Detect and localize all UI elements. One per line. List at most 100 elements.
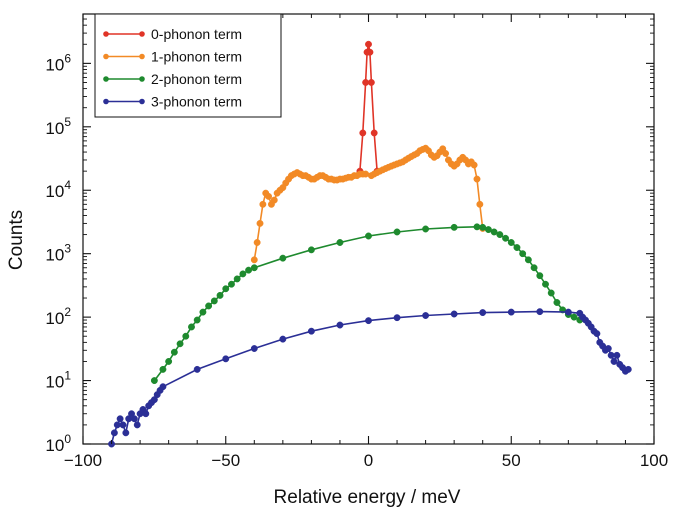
data-point — [479, 309, 487, 317]
data-point — [256, 219, 264, 227]
axes-layer: −100 −50 0 50 100 100 101 102 103 104 105 106 — [45, 13, 668, 470]
legend: 0-phonon term 1-phonon term 2-phonon term 3… — [94, 13, 282, 118]
data-point — [365, 317, 372, 325]
data-point — [130, 415, 138, 423]
series-layer — [108, 40, 632, 448]
data-point — [624, 365, 632, 373]
data-point — [507, 239, 515, 246]
data-point — [442, 150, 450, 157]
legend-marker — [139, 31, 145, 37]
data-point — [110, 429, 118, 437]
legend-box — [94, 13, 282, 118]
data-point — [182, 332, 190, 340]
data-point — [365, 40, 372, 48]
legend-marker — [139, 53, 145, 60]
data-point — [222, 355, 230, 363]
data-point — [507, 308, 515, 316]
data-point — [239, 270, 247, 278]
y-tick-label: 103 — [45, 242, 71, 265]
data-point — [393, 314, 401, 322]
data-point — [370, 129, 378, 137]
data-point — [119, 421, 127, 429]
x-tick-label: 0 — [364, 451, 373, 470]
data-point — [530, 264, 538, 272]
x-axis-title: Relative energy / meV — [274, 487, 461, 508]
data-point — [513, 244, 521, 251]
legend-label: 2-phonon term — [151, 71, 242, 87]
legend-marker — [103, 98, 109, 105]
data-point — [122, 429, 130, 437]
data-point — [170, 348, 178, 356]
data-point — [479, 223, 487, 231]
data-point — [542, 280, 549, 288]
series-2 — [150, 223, 584, 385]
data-point — [547, 289, 555, 297]
data-point — [336, 321, 344, 329]
data-point — [250, 345, 258, 352]
data-point — [476, 200, 484, 208]
x-tick-label: 50 — [502, 451, 521, 470]
data-point — [250, 264, 258, 272]
data-point — [570, 313, 578, 321]
data-point — [593, 330, 601, 338]
data-point — [270, 196, 278, 204]
y-tick-label: 101 — [45, 369, 71, 392]
data-point — [222, 285, 230, 293]
data-point — [365, 232, 372, 240]
data-point — [199, 308, 207, 316]
data-point — [193, 316, 201, 324]
data-point — [367, 79, 375, 86]
data-point — [193, 365, 201, 373]
legend-marker — [139, 98, 145, 105]
legend-marker — [103, 53, 109, 60]
y-tick-label: 100 — [45, 432, 71, 455]
series-3 — [108, 308, 632, 448]
x-tick-label: −50 — [211, 451, 240, 470]
data-point — [393, 228, 401, 236]
x-tick-label: 100 — [640, 451, 668, 470]
data-point — [279, 335, 287, 343]
legend-marker — [103, 31, 109, 37]
legend-label: 1-phonon term — [151, 49, 242, 65]
legend-label: 3-phonon term — [151, 94, 242, 110]
data-point — [336, 239, 344, 246]
data-point — [159, 365, 167, 373]
data-point — [422, 312, 430, 319]
data-point — [366, 48, 374, 56]
x-tick-label: −100 — [64, 451, 102, 470]
data-point — [259, 200, 267, 208]
data-point — [362, 170, 370, 178]
data-point — [610, 358, 618, 365]
data-point — [279, 254, 287, 262]
series-1 — [250, 144, 487, 264]
data-point — [210, 297, 218, 305]
data-point — [422, 225, 430, 233]
data-point — [307, 246, 315, 254]
data-point — [484, 226, 492, 234]
data-point — [496, 231, 504, 239]
data-point — [307, 327, 315, 335]
data-point — [113, 421, 121, 429]
data-point — [473, 223, 481, 231]
y-tick-label: 102 — [45, 305, 71, 328]
data-point — [150, 377, 158, 385]
data-point — [564, 308, 572, 316]
data-point — [142, 410, 150, 418]
data-point — [233, 275, 241, 283]
data-point — [265, 192, 273, 200]
data-point — [250, 256, 258, 264]
data-point — [519, 250, 527, 258]
data-point — [604, 345, 612, 352]
data-point — [165, 358, 173, 365]
data-point — [359, 129, 367, 137]
data-point — [470, 161, 478, 169]
data-point — [473, 175, 481, 183]
data-point — [362, 79, 370, 86]
data-point — [205, 302, 213, 310]
data-point — [176, 340, 184, 348]
data-point — [524, 256, 532, 264]
legend-marker — [103, 76, 109, 82]
y-tick-label: 106 — [45, 51, 71, 74]
data-point — [245, 266, 253, 274]
